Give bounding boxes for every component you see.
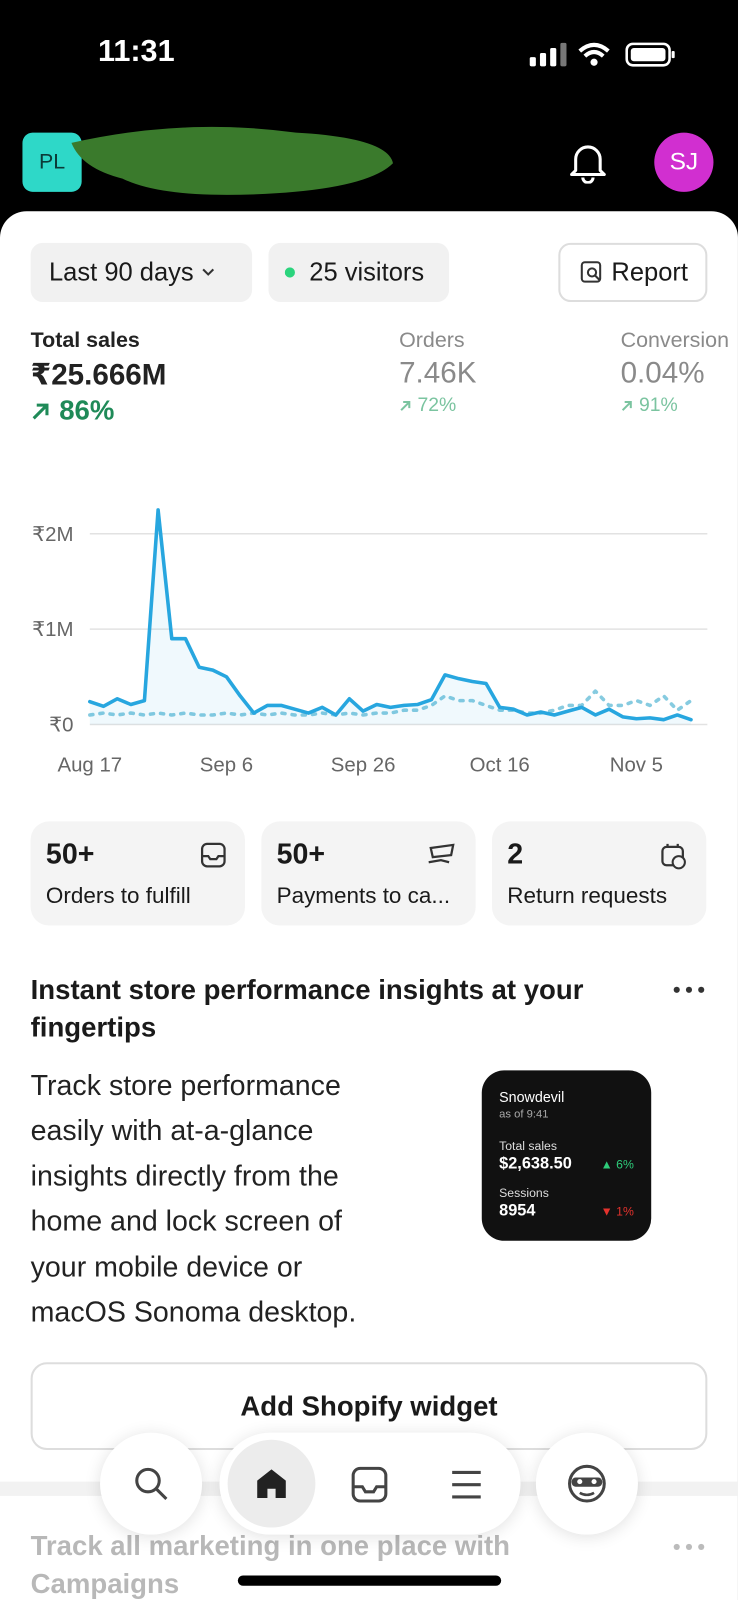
date-range-text: Last 90 days: [48, 257, 194, 287]
up-arrow: [621, 401, 632, 411]
return-icon: [661, 843, 686, 870]
x-tick-label: Sep 6: [200, 754, 253, 776]
home-icon: [257, 1469, 286, 1498]
metric-label: Total sales: [30, 328, 140, 353]
y-tick-label: ₹1M: [32, 619, 73, 641]
metric-change: 72%: [417, 394, 457, 417]
up-arrow: [400, 401, 411, 411]
tile-value: 50+: [45, 837, 95, 870]
widget-change-value: 1%: [616, 1204, 634, 1219]
x-tick-label: Aug 17: [57, 754, 122, 776]
metric-change: 86%: [59, 394, 115, 426]
widget-change: ▼ 1%: [600, 1204, 634, 1219]
report-text: Report: [611, 257, 688, 287]
tile-payments[interactable]: 50+ Payments to ca...: [261, 821, 476, 926]
insight-title: Instant store performance insights at yo…: [30, 974, 584, 1043]
line-series: [88, 689, 693, 717]
next-card-title: Track all marketing in one place with Ca…: [30, 1530, 510, 1599]
redaction: [71, 126, 393, 195]
tile-value: 2: [507, 837, 524, 870]
metric-label: Orders: [399, 328, 465, 353]
menu-tab[interactable]: [450, 1469, 483, 1500]
x-tick-label: Oct 16: [470, 754, 530, 776]
avatar[interactable]: SJ: [654, 132, 714, 192]
more-menu[interactable]: [672, 1539, 707, 1555]
x-tick-label: Sep 26: [331, 754, 396, 776]
metric-orders[interactable]: Orders 7.46K 72%: [399, 329, 476, 418]
tile-label: Orders to fulfill: [45, 882, 191, 909]
widget-value: 8954: [499, 1202, 536, 1220]
metric-change: 91%: [638, 394, 678, 417]
chevron: [202, 268, 214, 276]
status-icons: [529, 42, 675, 67]
store-badge[interactable]: PL: [22, 132, 82, 192]
y-tick-label: ₹2M: [32, 524, 73, 546]
widget-label: Sessions: [499, 1185, 549, 1200]
notifications-icon[interactable]: [566, 141, 609, 184]
tile-value: 50+: [276, 837, 326, 870]
date-range-chip[interactable]: Last 90 days: [30, 242, 253, 303]
payment-icon: [428, 843, 455, 864]
inbox-icon: [200, 842, 226, 868]
widget-preview: Snowdevil as of 9:41 Total sales $2,638.…: [481, 1070, 652, 1241]
search-icon: [135, 1467, 168, 1501]
tile-orders[interactable]: 50+ Orders to fulfill: [30, 821, 245, 926]
sidekick-icon: [568, 1464, 606, 1503]
report-button[interactable]: Report: [558, 242, 708, 303]
status-time: 11:31: [97, 34, 175, 69]
metric-total-sales[interactable]: Total sales ₹25.666M 86%: [31, 329, 167, 427]
y-tick-label: ₹0: [49, 715, 73, 737]
up-arrow: [32, 403, 49, 419]
line-series: [88, 508, 693, 722]
live-dot: [284, 267, 295, 278]
widget-as-of: as of 9:41: [499, 1108, 549, 1121]
sales-chart: ₹0 ₹1M ₹2M Aug 17 Sep 6 Sep 26 Oct 16 Nov 5: [32, 508, 708, 776]
x-tick-label: Nov 5: [610, 754, 663, 776]
search-tab[interactable]: [100, 1432, 203, 1535]
tile-label: Payments to ca...: [276, 882, 451, 909]
tile-label: Return requests: [507, 882, 668, 909]
visitors-chip[interactable]: 25 visitors: [268, 242, 450, 303]
metric-value: 7.46K: [399, 357, 477, 390]
more-menu[interactable]: [672, 982, 707, 998]
widget-store: Snowdevil: [499, 1088, 565, 1106]
area: [89, 509, 692, 725]
metric-label: Conversion: [620, 328, 730, 353]
tile-returns[interactable]: 2 Return requests: [491, 821, 707, 926]
insight-body: Track store performance easily with at-a…: [30, 1069, 357, 1328]
sidekick-tab[interactable]: [535, 1432, 638, 1535]
home-tab[interactable]: [227, 1439, 316, 1528]
widget-value: $2,638.50: [499, 1155, 572, 1173]
home-indicator: [237, 1575, 502, 1586]
orders-tab[interactable]: [351, 1466, 388, 1503]
metric-value: 0.04%: [620, 357, 705, 390]
widget-label: Total sales: [499, 1138, 557, 1154]
report-icon: [580, 261, 602, 283]
widget-change-value: 6%: [616, 1157, 634, 1172]
visitors-text: 25 visitors: [309, 257, 425, 287]
widget-change: ▲ 6%: [600, 1157, 634, 1172]
metric-value: ₹25.666M: [30, 359, 167, 392]
metric-conversion[interactable]: Conversion 0.04% 91%: [621, 329, 729, 418]
